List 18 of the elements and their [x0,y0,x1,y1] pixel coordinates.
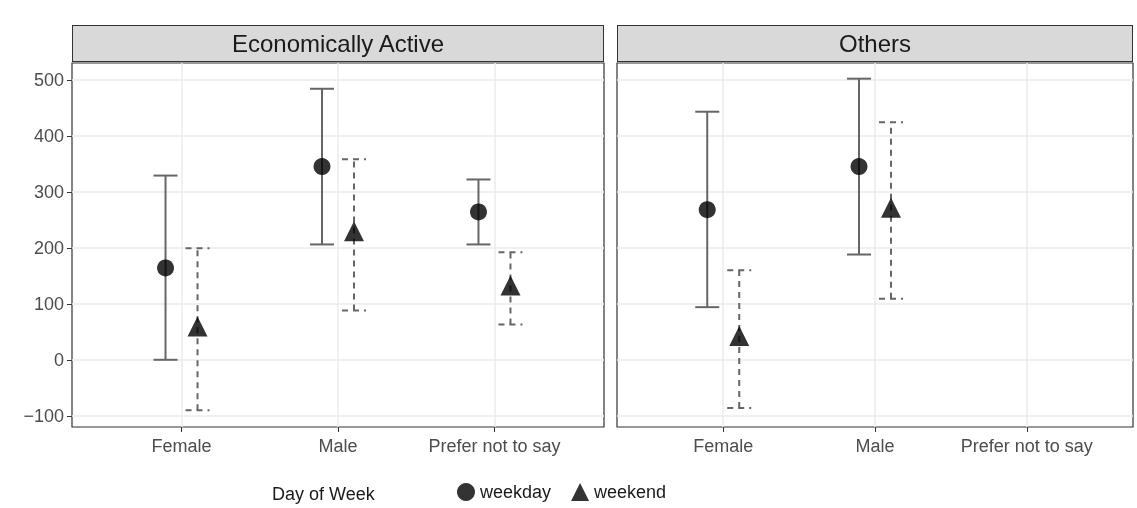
y-tick-label: −100 [23,405,64,426]
y-tick-label: 0 [53,349,64,370]
legend-label: weekend [593,482,667,502]
y-tick-label: 300 [33,181,64,202]
legend-label: weekday [479,482,552,502]
x-tick-label: Prefer not to say [960,436,1093,456]
chart-title: Others [617,25,1133,62]
x-tick-label: Male [855,436,895,456]
x-tick-label: Male [318,436,358,456]
y-tick-label: 100 [33,293,64,314]
y-tick-label: 400 [33,125,64,146]
x-tick-label: Female [693,436,754,456]
y-tick-label: 500 [33,69,64,90]
y-tick-label: 200 [33,237,64,258]
x-tick-label: Prefer not to say [428,436,561,456]
chart-title: Economically Active [72,25,604,62]
x-tick-label: Female [151,436,212,456]
legend-title: Day of Week [272,484,376,504]
